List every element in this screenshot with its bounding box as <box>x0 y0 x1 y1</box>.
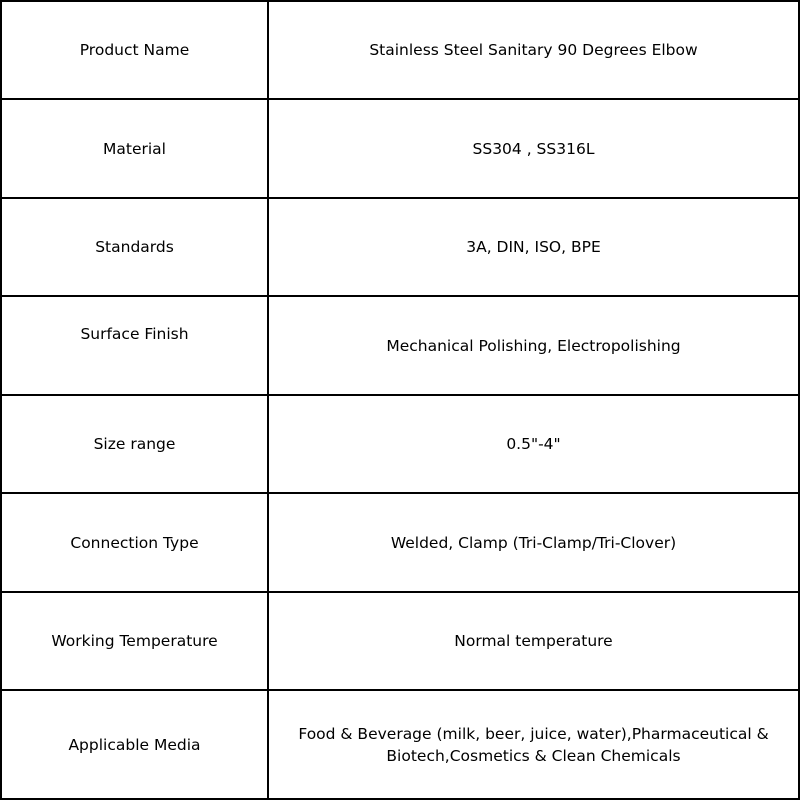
table-row: Connection Type Welded, Clamp (Tri-Clamp/… <box>0 492 800 593</box>
spec-value: Normal temperature <box>267 590 800 692</box>
table-row: Material SS304 , SS316L <box>0 98 800 199</box>
spec-label: Surface Finish <box>0 295 269 396</box>
spec-label: Standards <box>0 196 269 298</box>
spec-label-text: Applicable Media <box>68 735 201 754</box>
spec-value: Welded, Clamp (Tri-Clamp/Tri-Clover) <box>267 492 800 593</box>
table-row: Surface Finish Mechanical Polishing, Elec… <box>0 295 800 396</box>
spec-label-text: Standards <box>95 238 174 257</box>
spec-value: 0.5"-4" <box>267 393 800 495</box>
spec-value: Mechanical Polishing, Electropolishing <box>267 295 800 396</box>
spec-value: SS304 , SS316L <box>267 98 800 199</box>
spec-label: Size range <box>0 393 269 495</box>
spec-label-text: Connection Type <box>70 533 199 552</box>
spec-value: Stainless Steel Sanitary 90 Degrees Elbo… <box>267 0 800 101</box>
spec-value: Food & Beverage (milk, beer, juice, wate… <box>267 689 800 800</box>
spec-label: Connection Type <box>0 492 269 593</box>
spec-label: Working Temperature <box>0 590 269 692</box>
spec-label: Applicable Media <box>0 689 269 800</box>
spec-label-text: Material <box>103 139 166 158</box>
spec-label-text: Surface Finish <box>80 324 189 343</box>
table-row: Working Temperature Normal temperature <box>0 590 800 692</box>
table-row: Size range 0.5"-4" <box>0 393 800 495</box>
table-row: Applicable Media Food & Beverage (milk, b… <box>0 689 800 800</box>
spec-label: Product Name <box>0 0 269 101</box>
table-row: Standards 3A, DIN, ISO, BPE <box>0 196 800 298</box>
table-row: Product Name Stainless Steel Sanitary 90 … <box>0 0 800 101</box>
spec-value: 3A, DIN, ISO, BPE <box>267 196 800 298</box>
spec-label-text: Size range <box>93 435 176 454</box>
spec-label: Material <box>0 98 269 199</box>
spec-label-text: Product Name <box>79 41 190 60</box>
spec-label-text: Working Temperature <box>51 632 218 651</box>
